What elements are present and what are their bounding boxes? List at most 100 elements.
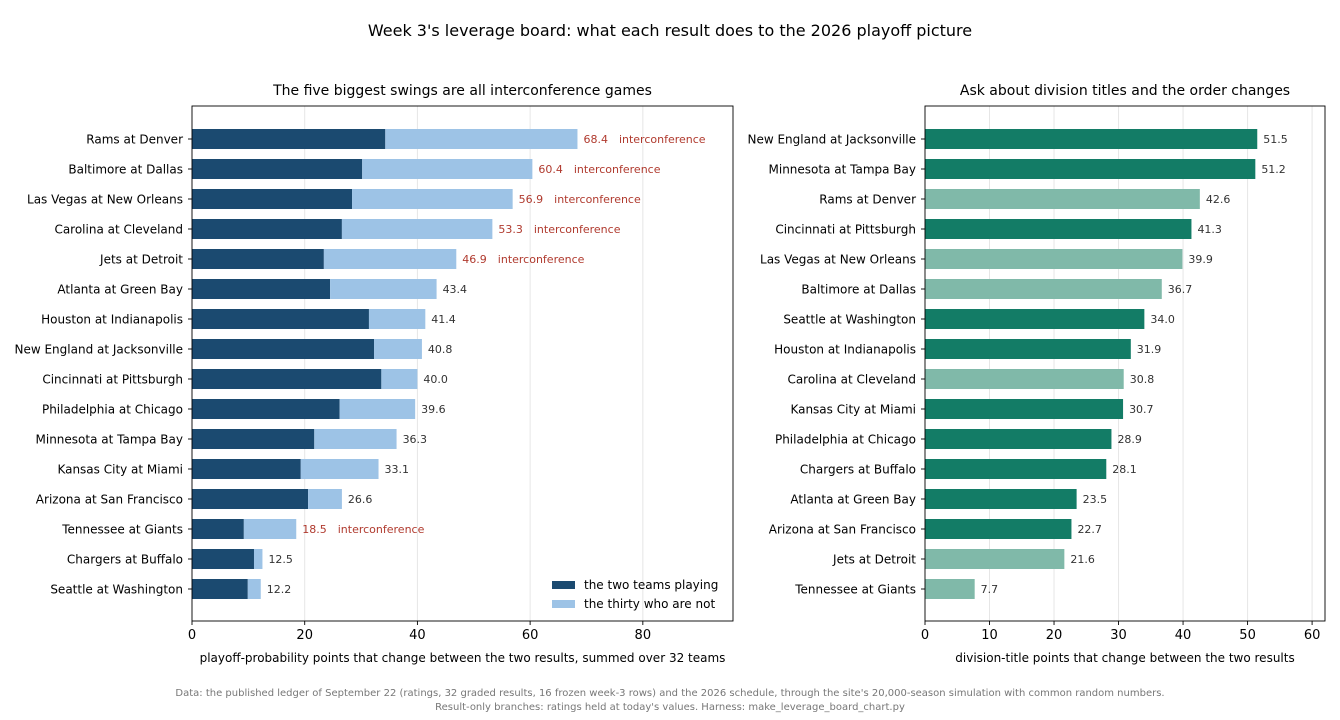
- right-category-label: Atlanta at Green Bay: [790, 493, 916, 507]
- footnote-line-2: Result-only branches: ratings held at to…: [435, 702, 905, 713]
- legend-label-playing: the two teams playing: [584, 577, 719, 592]
- bar-not-playing: [341, 219, 493, 239]
- left-axes-frame: [191, 105, 734, 622]
- division-bar: [925, 579, 975, 599]
- bar-not-playing: [352, 189, 513, 209]
- division-bar: [925, 429, 1112, 449]
- footnote-line-1: Data: the published ledger of September …: [175, 688, 1165, 699]
- right-category-label: Cincinnati at Pittsburgh: [775, 223, 916, 237]
- right-xlabel: division-title points that change betwee…: [955, 651, 1294, 665]
- left-category-label: Cincinnati at Pittsburgh: [42, 373, 183, 387]
- left-category-label: Rams at Denver: [86, 133, 183, 147]
- bar-total-label: 12.5: [268, 553, 293, 566]
- division-bar: [925, 219, 1192, 239]
- division-value-label: 31.9: [1137, 343, 1162, 356]
- right-category-label: Houston at Indianapolis: [774, 343, 916, 357]
- left-category-label: Tennessee at Giants: [61, 523, 183, 537]
- division-value-label: 21.6: [1070, 553, 1095, 566]
- bar-total-label: 39.6: [421, 403, 446, 416]
- bar-not-playing: [381, 369, 418, 389]
- bar-not-playing: [308, 489, 342, 509]
- division-value-label: 7.7: [981, 583, 999, 596]
- bar-total-label: 41.4: [431, 313, 456, 326]
- legend-item-playing: the two teams playing: [552, 575, 718, 594]
- bar-playing: [192, 519, 244, 539]
- division-value-label: 22.7: [1077, 523, 1102, 536]
- right-category-label: Carolina at Cleveland: [787, 373, 916, 387]
- left-category-label: Seattle at Washington: [50, 583, 183, 597]
- right-category-label: New England at Jacksonville: [747, 133, 916, 147]
- right-category-label: Las Vegas at New Orleans: [760, 253, 916, 267]
- bar-total-label: 40.8: [428, 343, 453, 356]
- division-value-label: 30.7: [1129, 403, 1154, 416]
- bar-total-label: 33.1: [385, 463, 410, 476]
- legend: the two teams playing the thirty who are…: [552, 575, 718, 613]
- division-bar: [925, 339, 1131, 359]
- bar-playing: [192, 339, 375, 359]
- left-xtick-label: 0: [188, 628, 196, 643]
- bar-playing: [192, 549, 254, 569]
- bar-not-playing: [362, 159, 533, 179]
- right-xtick-label: 0: [921, 628, 929, 643]
- division-bar: [925, 459, 1107, 479]
- division-bar: [925, 249, 1183, 269]
- left-category-label: Arizona at San Francisco: [36, 493, 183, 507]
- right-category-label: Tennessee at Giants: [794, 583, 916, 597]
- division-value-label: 42.6: [1206, 193, 1231, 206]
- division-bar: [925, 489, 1077, 509]
- bar-playing: [192, 489, 309, 509]
- left-category-label: Jets at Detroit: [99, 253, 183, 267]
- left-category-label: Philadelphia at Chicago: [42, 403, 183, 417]
- division-bar: [925, 519, 1072, 539]
- division-value-label: 34.0: [1150, 313, 1175, 326]
- division-value-label: 36.7: [1168, 283, 1193, 296]
- division-value-label: 30.8: [1130, 373, 1155, 386]
- division-bar: [925, 129, 1258, 149]
- division-bar: [925, 369, 1124, 389]
- bar-total-label: 56.9 interconference: [519, 193, 641, 206]
- division-bar: [925, 309, 1145, 329]
- legend-item-not-playing: the thirty who are not: [552, 594, 718, 613]
- bar-total-label: 12.2: [267, 583, 292, 596]
- right-category-label: Seattle at Washington: [783, 313, 916, 327]
- right-category-label: Rams at Denver: [819, 193, 916, 207]
- bar-not-playing: [330, 279, 437, 299]
- division-bar: [925, 399, 1124, 419]
- bar-total-label: 18.5 interconference: [302, 523, 424, 536]
- right-category-label: Chargers at Buffalo: [800, 463, 916, 477]
- chart-suptitle: Week 3's leverage board: what each resul…: [367, 21, 973, 40]
- bar-total-label: 46.9 interconference: [462, 253, 584, 266]
- bar-not-playing: [385, 129, 578, 149]
- division-value-label: 28.9: [1117, 433, 1142, 446]
- division-value-label: 51.5: [1263, 133, 1288, 146]
- division-bar: [925, 189, 1200, 209]
- division-value-label: 28.1: [1112, 463, 1137, 476]
- bar-total-label: 60.4 interconference: [538, 163, 660, 176]
- bar-not-playing: [243, 519, 297, 539]
- bar-not-playing: [253, 549, 263, 569]
- bar-total-label: 26.6: [348, 493, 373, 506]
- left-panel-title: The five biggest swings are all intercon…: [273, 83, 652, 99]
- left-category-label: Carolina at Cleveland: [54, 223, 183, 237]
- bar-playing: [192, 279, 331, 299]
- division-bar: [925, 549, 1065, 569]
- left-category-label: Las Vegas at New Orleans: [27, 193, 183, 207]
- left-xtick-label: 60: [522, 628, 539, 643]
- right-xtick-label: 10: [981, 628, 998, 643]
- right-xtick-label: 40: [1175, 628, 1192, 643]
- left-category-label: Baltimore at Dallas: [68, 163, 183, 177]
- right-category-label: Kansas City at Miami: [790, 403, 916, 417]
- bar-playing: [192, 579, 248, 599]
- legend-swatch-not-playing: [552, 599, 575, 608]
- right-axes-frame: [924, 105, 1326, 622]
- legend-label-not-playing: the thirty who are not: [584, 596, 716, 611]
- right-xtick-label: 20: [1046, 628, 1063, 643]
- left-category-label: New England at Jacksonville: [14, 343, 183, 357]
- bar-playing: [192, 159, 363, 179]
- right-category-label: Jets at Detroit: [832, 553, 916, 567]
- bar-playing: [192, 189, 353, 209]
- bar-not-playing: [247, 579, 261, 599]
- bar-not-playing: [314, 429, 397, 449]
- division-value-label: 23.5: [1083, 493, 1108, 506]
- bar-not-playing: [339, 399, 416, 419]
